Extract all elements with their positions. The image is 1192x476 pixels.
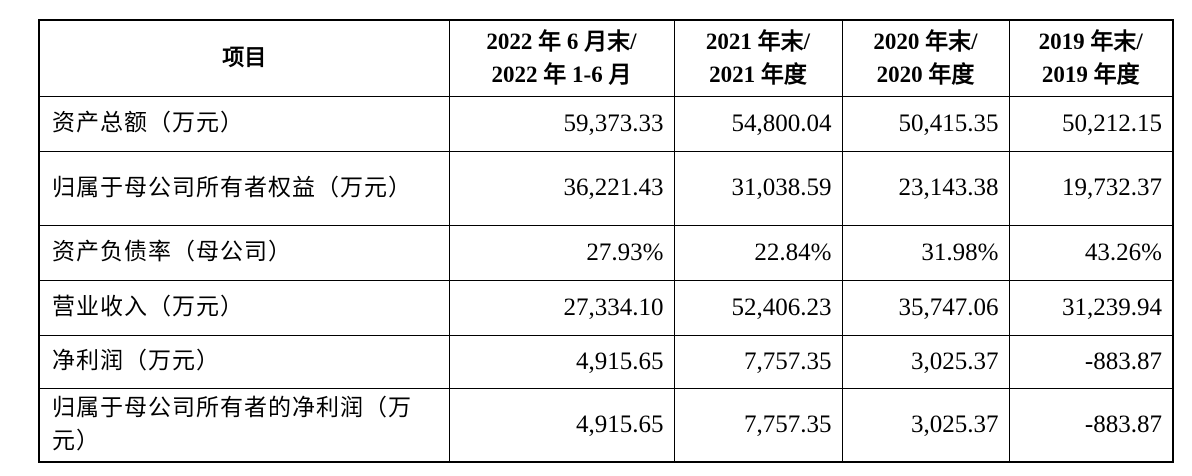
table-header: 项目 2022 年 6 月末/ 2022 年 1-6 月 2021 年末/ 20… [38,19,1174,97]
cell-value: 43.26% [1008,224,1174,281]
header-col-line1: 2021 年末/ [705,29,811,55]
cell-value: 50,415.35 [841,95,1010,152]
table-row: 归属于母公司所有者的净利润（万元） 4,915.65 7,757.35 3,02… [38,387,1174,463]
cell-value: 4,915.65 [448,387,675,463]
header-col-line2: 2019 年度 [1041,62,1140,88]
header-col-line1: 2022 年 6 月末/ [486,29,637,55]
table-body: 资产总额（万元） 59,373.33 54,800.04 50,415.35 5… [38,95,1174,463]
header-col-line2: 2020 年度 [876,62,975,88]
row-label: 净利润（万元） [38,334,450,389]
cell-value: 59,373.33 [448,95,675,152]
table-row: 资产总额（万元） 59,373.33 54,800.04 50,415.35 5… [38,95,1174,152]
cell-value: 23,143.38 [841,150,1010,226]
cell-value: 4,915.65 [448,334,675,389]
cell-value: 22.84% [673,224,843,281]
header-col-line1: 2019 年末/ [1038,29,1143,55]
header-row: 项目 2022 年 6 月末/ 2022 年 1-6 月 2021 年末/ 20… [38,19,1174,97]
cell-value: 31.98% [841,224,1010,281]
header-col-2020: 2020 年末/ 2020 年度 [841,19,1010,97]
cell-value: 7,757.35 [673,387,843,463]
table-row: 净利润（万元） 4,915.65 7,757.35 3,025.37 -883.… [38,334,1174,389]
row-label: 资产负债率（母公司） [38,224,450,281]
row-label: 营业收入（万元） [38,279,450,336]
cell-value: 36,221.43 [448,150,675,226]
header-col-line2: 2021 年度 [709,62,807,88]
cell-value: 35,747.06 [841,279,1010,336]
cell-value: 27.93% [448,224,675,281]
table-row: 营业收入（万元） 27,334.10 52,406.23 35,747.06 3… [38,279,1174,336]
row-label: 归属于母公司所有者权益（万元） [38,150,450,226]
financial-summary-table: 项目 2022 年 6 月末/ 2022 年 1-6 月 2021 年末/ 20… [38,19,1174,463]
table-row: 资产负债率（母公司） 27.93% 22.84% 31.98% 43.26% [38,224,1174,281]
table-row: 归属于母公司所有者权益（万元） 36,221.43 31,038.59 23,1… [38,150,1174,226]
cell-value: -883.87 [1008,334,1174,389]
cell-value: 54,800.04 [673,95,843,152]
cell-value: 31,239.94 [1008,279,1174,336]
cell-value: 31,038.59 [673,150,843,226]
header-col-2019: 2019 年末/ 2019 年度 [1008,19,1174,97]
cell-value: 3,025.37 [841,387,1010,463]
row-label: 资产总额（万元） [38,95,450,152]
header-col-2022h1: 2022 年 6 月末/ 2022 年 1-6 月 [448,19,675,97]
cell-value: 50,212.15 [1008,95,1174,152]
cell-value: 52,406.23 [673,279,843,336]
cell-value: 3,025.37 [841,334,1010,389]
header-col-2021: 2021 年末/ 2021 年度 [673,19,843,97]
cell-value: -883.87 [1008,387,1174,463]
header-col-line1: 2020 年末/ [873,29,978,55]
cell-value: 7,757.35 [673,334,843,389]
cell-value: 27,334.10 [448,279,675,336]
header-item: 项目 [38,19,450,97]
cell-value: 19,732.37 [1008,150,1174,226]
row-label: 归属于母公司所有者的净利润（万元） [38,387,450,463]
header-col-line2: 2022 年 1-6 月 [491,62,632,88]
